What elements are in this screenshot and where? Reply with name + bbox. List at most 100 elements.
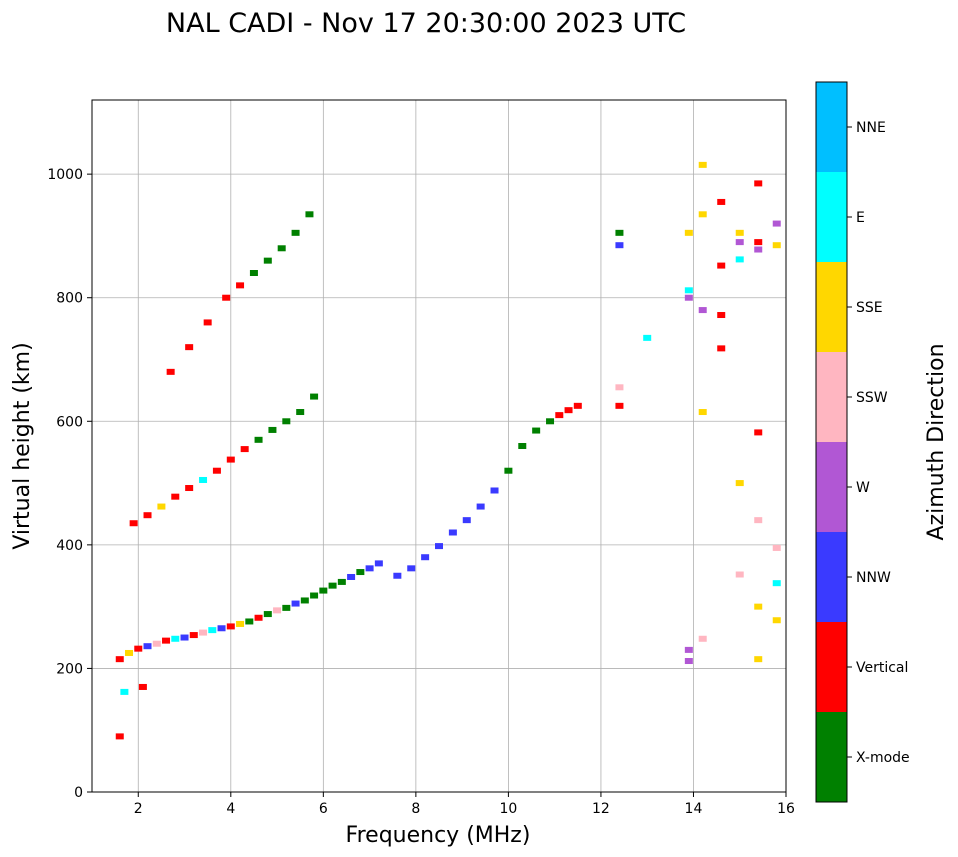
data-point [615, 229, 624, 236]
chart-title: NAL CADI - Nov 17 20:30:00 2023 UTC [166, 8, 686, 39]
data-point [129, 520, 138, 527]
data-point [754, 239, 763, 246]
data-point [222, 294, 231, 301]
data-point [305, 211, 314, 218]
data-point [476, 503, 485, 510]
data-point [291, 600, 300, 607]
x-tick-label: 2 [134, 801, 143, 817]
data-point [684, 658, 693, 665]
data-point [152, 640, 161, 647]
colorbar-segment [816, 532, 847, 622]
data-point [518, 443, 527, 449]
data-point [754, 429, 763, 436]
data-point [698, 161, 707, 168]
data-point [735, 480, 744, 487]
data-point [698, 409, 707, 416]
data-point [254, 436, 263, 443]
data-point [277, 245, 286, 252]
y-tick-label: 0 [74, 785, 83, 801]
data-point [254, 614, 263, 621]
data-point [236, 620, 245, 627]
grid-lines [92, 100, 787, 793]
data-point [448, 529, 457, 536]
data-point [754, 603, 763, 610]
data-point [698, 307, 707, 314]
data-point [263, 257, 272, 264]
data-point [615, 384, 624, 391]
colorbar-segment [816, 712, 847, 802]
data-point [735, 229, 744, 236]
data-point [226, 456, 235, 463]
data-point [296, 409, 305, 416]
data-point [162, 637, 171, 644]
data-points [115, 161, 781, 740]
data-point [189, 632, 198, 639]
data-point [684, 287, 693, 294]
data-point [185, 344, 194, 351]
data-point [490, 487, 499, 494]
data-point [208, 627, 217, 634]
y-tick-label: 600 [56, 414, 83, 430]
data-point [735, 571, 744, 578]
x-tick-label: 8 [411, 801, 420, 817]
data-point [435, 543, 443, 550]
data-point [337, 578, 346, 585]
data-point [268, 426, 277, 433]
data-point [407, 565, 416, 572]
y-tick-label: 800 [56, 291, 83, 307]
x-axis-label: Frequency (MHz) [346, 823, 531, 848]
colorbar-frame [815, 81, 848, 803]
colorbar-segment [816, 82, 847, 172]
data-point [717, 262, 726, 269]
data-point [735, 256, 744, 263]
data-point [698, 635, 707, 642]
data-point [735, 239, 744, 246]
data-point [546, 418, 555, 425]
data-point [365, 565, 374, 572]
data-point [263, 611, 272, 618]
data-point [226, 623, 235, 630]
data-point [171, 635, 180, 642]
data-point [615, 242, 624, 249]
data-point [217, 625, 226, 632]
data-point [393, 572, 402, 579]
data-point [754, 246, 763, 253]
data-point [240, 446, 249, 453]
data-point [615, 402, 624, 409]
data-point [300, 597, 309, 604]
x-tick-label: 6 [319, 801, 328, 817]
colorbar-segment [816, 352, 847, 442]
data-point [573, 402, 582, 409]
data-point [684, 646, 693, 653]
x-axis-ticks: 2 4 6 8 10 12 14 16 [134, 792, 795, 817]
colorbar-segment [816, 442, 847, 532]
data-point [555, 412, 564, 419]
colorbar-segment [816, 622, 847, 712]
colorbar: X-mode Vertical NNW W SSW SSE E NNE [815, 81, 910, 803]
data-point [157, 503, 166, 510]
data-point [199, 476, 208, 483]
x-tick-label: 16 [777, 801, 795, 817]
data-point [717, 345, 726, 352]
data-point [754, 180, 763, 187]
data-point [643, 334, 652, 341]
data-point [115, 733, 124, 740]
data-point [684, 294, 693, 301]
data-point [772, 544, 781, 551]
data-point [698, 211, 707, 218]
data-point [185, 485, 194, 492]
colorbar-tick-label: SSE [856, 300, 883, 316]
y-axis-label: Virtual height (km) [10, 342, 35, 549]
data-point [754, 517, 763, 524]
x-tick-label: 14 [685, 801, 703, 817]
colorbar-label: Azimuth Direction [924, 343, 949, 540]
colorbar-tick-label: NNE [856, 120, 886, 136]
x-tick-label: 12 [592, 801, 610, 817]
data-point [203, 319, 212, 326]
data-point [564, 407, 573, 414]
data-point [772, 617, 781, 624]
data-point [532, 427, 541, 434]
colorbar-tick-label: SSW [856, 390, 888, 406]
data-point [143, 643, 152, 650]
